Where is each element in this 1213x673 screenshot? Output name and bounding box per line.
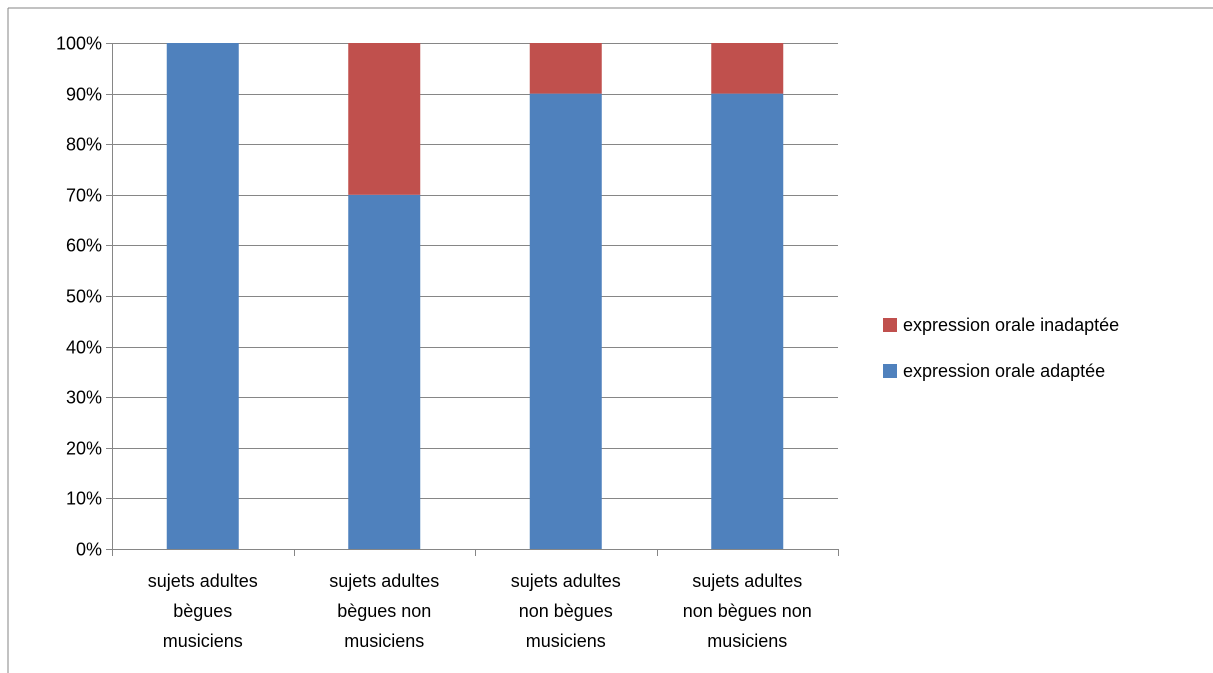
legend-swatch [883, 318, 897, 332]
x-category-label: sujets adultes bègues musiciens [148, 571, 258, 651]
legend-swatch [883, 364, 897, 378]
y-tick-label: 80% [66, 135, 102, 155]
x-category-label: sujets adultes bègues non musiciens [329, 571, 439, 651]
y-tick-label: 10% [66, 489, 102, 509]
bar-segment-adaptee [348, 194, 421, 550]
bar-segment-adaptee [166, 43, 239, 549]
y-tick-label: 20% [66, 439, 102, 459]
bar-segment-inadaptee [711, 43, 784, 94]
bar-segment-inadaptee [348, 43, 421, 195]
y-tick-label: 70% [66, 186, 102, 206]
bar-segment-adaptee [529, 93, 602, 549]
y-tick-label: 90% [66, 85, 102, 105]
legend-label: expression orale inadaptée [903, 315, 1119, 335]
y-tick-label: 30% [66, 388, 102, 408]
y-tick-label: 40% [66, 338, 102, 358]
y-tick-label: 60% [66, 236, 102, 256]
x-category-label: sujets adultes non bègues musiciens [511, 571, 621, 651]
y-tick-label: 0% [76, 540, 102, 560]
legend-label: expression orale adaptée [903, 361, 1105, 381]
y-tick-label: 100% [56, 34, 102, 54]
bar-segment-adaptee [711, 93, 784, 549]
x-category-label: sujets adultes non bègues non musiciens [683, 571, 812, 651]
bar-segment-inadaptee [529, 43, 602, 94]
y-tick-label: 50% [66, 287, 102, 307]
